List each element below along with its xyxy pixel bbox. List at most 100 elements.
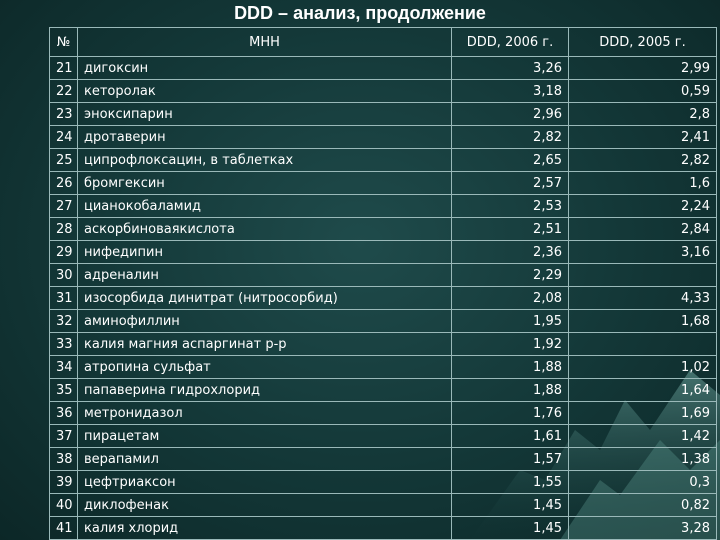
ddd-2005-value: 2,82 <box>568 148 717 172</box>
drug-name: цефтриаксон <box>77 470 452 494</box>
ddd-2005-value: 2,99 <box>568 56 717 80</box>
drug-name: метронидазол <box>77 401 452 425</box>
ddd-2006-value: 1,61 <box>451 424 569 448</box>
table-row: 39 цефтриаксон 1,55 0,3 <box>49 470 717 494</box>
ddd-2005-value: 1,02 <box>568 355 717 379</box>
row-number: 28 <box>49 217 78 241</box>
table-row: 38 верапамил 1,57 1,38 <box>49 447 717 471</box>
ddd-2006-value: 1,57 <box>451 447 569 471</box>
row-number: 31 <box>49 286 78 310</box>
ddd-table: № МНН DDD, 2006 г. DDD, 2005 г. 21 дигокс… <box>49 27 717 540</box>
table-row: 25 ципрофлоксацин, в таблетках 2,65 2,82 <box>49 148 717 172</box>
row-number: 24 <box>49 125 78 149</box>
table-row: 37 пирацетам 1,61 1,42 <box>49 424 717 448</box>
table-row: 30 адреналин 2,29 <box>49 263 717 287</box>
ddd-2006-value: 2,08 <box>451 286 569 310</box>
ddd-2005-value: 1,38 <box>568 447 717 471</box>
row-number: 41 <box>49 516 78 540</box>
row-number: 34 <box>49 355 78 379</box>
drug-name: пирацетам <box>77 424 452 448</box>
ddd-2005-value <box>568 332 717 356</box>
drug-name: нифедипин <box>77 240 452 264</box>
drug-name: атропина сульфат <box>77 355 452 379</box>
ddd-2006-value: 1,76 <box>451 401 569 425</box>
drug-name: эноксипарин <box>77 102 452 126</box>
table-header-row: № МНН DDD, 2006 г. DDD, 2005 г. <box>49 27 717 57</box>
ddd-2005-value: 3,16 <box>568 240 717 264</box>
ddd-2005-value: 0,59 <box>568 79 717 103</box>
ddd-2006-value: 1,95 <box>451 309 569 333</box>
row-number: 22 <box>49 79 78 103</box>
table-row: 24 дротаверин 2,82 2,41 <box>49 125 717 149</box>
ddd-2006-value: 3,18 <box>451 79 569 103</box>
ddd-2005-value: 2,84 <box>568 217 717 241</box>
drug-name: калия магния аспаргинат р-р <box>77 332 452 356</box>
page-title: DDD – анализ, продолжение <box>234 3 486 23</box>
row-number: 23 <box>49 102 78 126</box>
ddd-2005-value: 1,6 <box>568 171 717 195</box>
row-number: 26 <box>49 171 78 195</box>
ddd-2006-value: 2,65 <box>451 148 569 172</box>
ddd-2006-value: 1,88 <box>451 378 569 402</box>
table-body: 21 дигоксин 3,26 2,99 22 кеторолак 3,18 0,59 23 э… <box>49 56 717 540</box>
ddd-2006-value: 2,29 <box>451 263 569 287</box>
drug-name: папаверина гидрохлорид <box>77 378 452 402</box>
drug-name: калия хлорид <box>77 516 452 540</box>
table-row: 28 аскорбиноваякислота 2,51 2,84 <box>49 217 717 241</box>
row-number: 25 <box>49 148 78 172</box>
drug-name: аминофиллин <box>77 309 452 333</box>
row-number: 27 <box>49 194 78 218</box>
ddd-2006-value: 1,45 <box>451 516 569 540</box>
table-row: 26 бромгексин 2,57 1,6 <box>49 171 717 195</box>
table-row: 27 цианокобаламид 2,53 2,24 <box>49 194 717 218</box>
row-number: 38 <box>49 447 78 471</box>
ddd-2006-value: 2,51 <box>451 217 569 241</box>
drug-name: дротаверин <box>77 125 452 149</box>
ddd-2006-value: 1,92 <box>451 332 569 356</box>
table-row: 29 нифедипин 2,36 3,16 <box>49 240 717 264</box>
ddd-2006-value: 2,96 <box>451 102 569 126</box>
drug-name: ципрофлоксацин, в таблетках <box>77 148 452 172</box>
ddd-2005-value: 1,42 <box>568 424 717 448</box>
drug-name: адреналин <box>77 263 452 287</box>
table-row: 34 атропина сульфат 1,88 1,02 <box>49 355 717 379</box>
column-header-mnn: МНН <box>77 27 452 57</box>
drug-name: бромгексин <box>77 171 452 195</box>
ddd-2006-value: 1,45 <box>451 493 569 517</box>
ddd-2006-value: 2,53 <box>451 194 569 218</box>
ddd-2005-value: 1,68 <box>568 309 717 333</box>
ddd-2006-value: 1,88 <box>451 355 569 379</box>
table-row: 21 дигоксин 3,26 2,99 <box>49 56 717 80</box>
ddd-2005-value: 2,41 <box>568 125 717 149</box>
ddd-2006-value: 2,57 <box>451 171 569 195</box>
row-number: 21 <box>49 56 78 80</box>
table-row: 23 эноксипарин 2,96 2,8 <box>49 102 717 126</box>
ddd-2006-value: 2,36 <box>451 240 569 264</box>
row-number: 33 <box>49 332 78 356</box>
table-row: 41 калия хлорид 1,45 3,28 <box>49 516 717 540</box>
drug-name: диклофенак <box>77 493 452 517</box>
column-header-ddd-2005: DDD, 2005 г. <box>568 27 717 57</box>
ddd-2005-value: 2,24 <box>568 194 717 218</box>
row-number: 37 <box>49 424 78 448</box>
ddd-2006-value: 2,82 <box>451 125 569 149</box>
table-row: 40 диклофенак 1,45 0,82 <box>49 493 717 517</box>
drug-name: дигоксин <box>77 56 452 80</box>
table-row: 33 калия магния аспаргинат р-р 1,92 <box>49 332 717 356</box>
ddd-2005-value: 0,82 <box>568 493 717 517</box>
table-row: 31 изосорбида динитрат (нитросорбид) 2,08 4… <box>49 286 717 310</box>
drug-name: верапамил <box>77 447 452 471</box>
drug-name: цианокобаламид <box>77 194 452 218</box>
ddd-2005-value: 1,64 <box>568 378 717 402</box>
ddd-2006-value: 3,26 <box>451 56 569 80</box>
column-header-number: № <box>49 27 78 57</box>
row-number: 29 <box>49 240 78 264</box>
drug-name: изосорбида динитрат (нитросорбид) <box>77 286 452 310</box>
drug-name: кеторолак <box>77 79 452 103</box>
row-number: 35 <box>49 378 78 402</box>
row-number: 40 <box>49 493 78 517</box>
ddd-2005-value: 3,28 <box>568 516 717 540</box>
ddd-2005-value: 2,8 <box>568 102 717 126</box>
ddd-2005-value <box>568 263 717 287</box>
row-number: 36 <box>49 401 78 425</box>
